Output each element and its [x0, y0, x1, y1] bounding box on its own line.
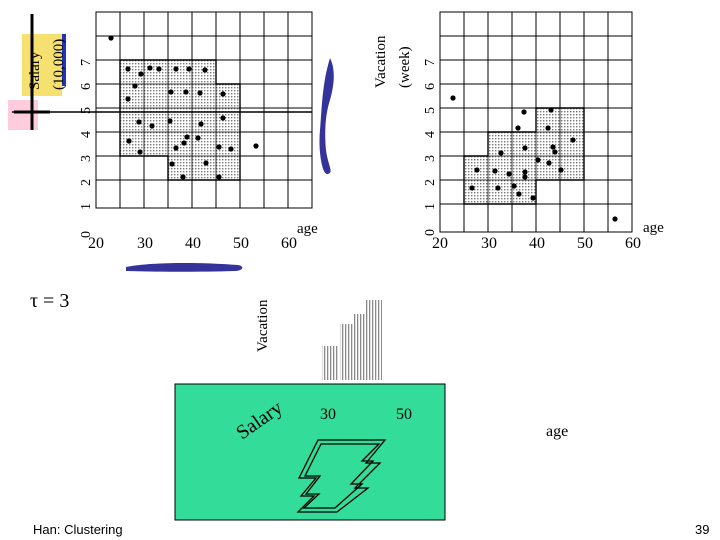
salary-x-tick-labels: 20 30 40 50 60	[88, 235, 297, 252]
y-tick-label: 0	[423, 229, 438, 236]
dense-region-outline	[296, 439, 387, 513]
x-tick-label: 20	[432, 235, 448, 252]
salary-age-plane	[174, 383, 446, 521]
vacation-3d-bars	[322, 300, 382, 380]
y-tick-label: 2	[423, 179, 438, 186]
footer-source: Han: Clustering	[33, 522, 123, 537]
vacation-ylabel-line1: Vacation	[373, 35, 389, 88]
y-tick-label: 4	[423, 131, 438, 138]
x-tick-label: 50	[233, 235, 249, 252]
slide-page-number: 39	[695, 522, 710, 537]
salary-ylabel-line1: Salary	[27, 51, 43, 90]
x-tick-label: 40	[529, 235, 545, 252]
salary-y-tick-labels: 0 1 2 3 4 5 6 7	[79, 59, 94, 238]
salary-xlabel: age	[297, 221, 318, 237]
salary-age-plot	[8, 11, 334, 272]
y-tick-label: 7	[79, 59, 94, 66]
x-tick-label: 40	[185, 235, 201, 252]
vacation-x-tick-labels: 20 30 40 50 60	[432, 235, 641, 252]
x-tick-label: 20	[88, 235, 104, 252]
y-tick-label: 7	[423, 59, 438, 66]
y-tick-label: 0	[79, 231, 94, 238]
x-tick-label: 60	[625, 235, 641, 252]
salary-data-points	[108, 35, 259, 180]
y-tick-label: 3	[423, 155, 438, 162]
x-tick-label: 30	[137, 235, 153, 252]
vacation-xlabel: age	[643, 220, 664, 236]
y-tick-label: 6	[423, 83, 438, 90]
age-tick-50: 50	[396, 406, 412, 423]
age-shadow-projection	[126, 262, 243, 272]
crosshair-marker	[12, 14, 312, 130]
x-tick-label: 50	[577, 235, 593, 252]
salary-ylabel-line2: (10,000)	[51, 39, 67, 90]
tau-label: τ = 3	[30, 290, 69, 312]
legend-square-yellow	[22, 34, 62, 96]
vacation-data-points	[450, 95, 618, 222]
y-tick-label: 1	[79, 203, 94, 210]
y-tick-label: 2	[79, 179, 94, 186]
y-tick-label: 1	[423, 203, 438, 210]
y-tick-label: 3	[79, 155, 94, 162]
vacation-y-tick-labels: 0 1 2 3 4 5 6 7	[423, 59, 438, 236]
vacation-3d-label: Vacation	[255, 299, 271, 352]
y-tick-label: 5	[79, 107, 94, 114]
vacation-dense-units	[463, 107, 585, 205]
y-tick-label: 5	[423, 107, 438, 114]
age-tick-30: 30	[320, 406, 336, 423]
salary-shadow-projection	[319, 58, 334, 175]
age-3d-label: age	[546, 423, 568, 440]
x-tick-label: 60	[281, 235, 297, 252]
vacation-ylabel-line2: (week)	[397, 46, 413, 88]
y-tick-label: 4	[79, 131, 94, 138]
vacation-age-plot	[439, 11, 633, 233]
y-tick-label: 6	[79, 83, 94, 90]
salary-dense-units	[119, 59, 241, 181]
x-tick-label: 30	[481, 235, 497, 252]
